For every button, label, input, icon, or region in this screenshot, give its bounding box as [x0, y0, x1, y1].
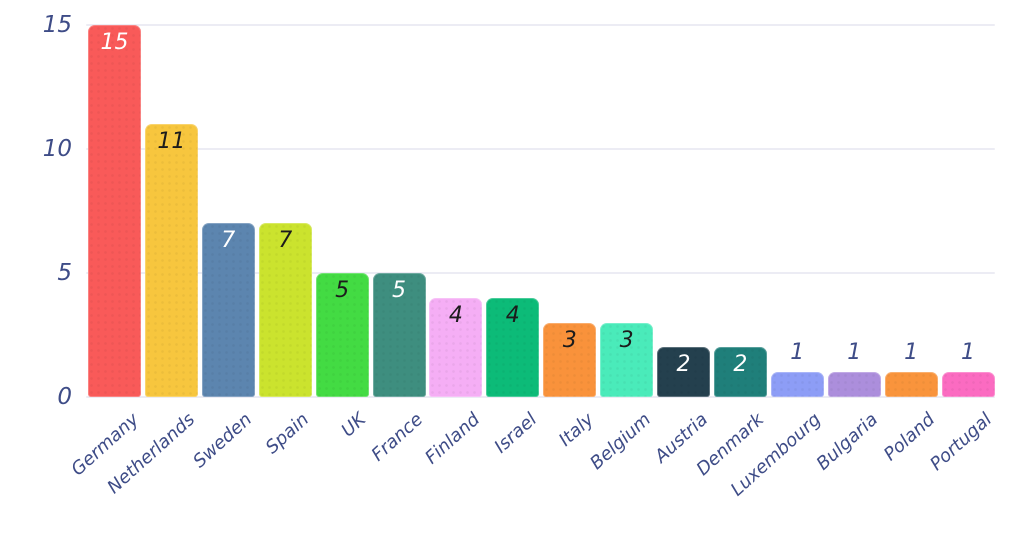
bar-italy — [543, 322, 597, 397]
gridline-0 — [86, 396, 995, 398]
bar-value-label-portugal: 1 — [961, 340, 975, 366]
bar-spain — [258, 223, 312, 397]
bar-value-label-uk: 5 — [335, 278, 350, 303]
bar-value-label-sweden: 7 — [221, 228, 236, 254]
gridline-10 — [86, 148, 995, 150]
bar-value-label-bulgaria: 1 — [847, 340, 862, 366]
y-axis-tick-10: 10 — [42, 136, 72, 162]
bar-value-label-france: 5 — [392, 278, 406, 303]
bar-bulgaria — [827, 372, 881, 397]
y-axis-tick-0: 0 — [57, 384, 72, 410]
bar-portugal — [941, 372, 995, 397]
gridline-5 — [86, 272, 995, 274]
y-axis-tick-15: 15 — [42, 12, 72, 38]
bar-germany — [88, 25, 141, 397]
bar-luxembourg — [770, 372, 824, 397]
bar-netherlands — [144, 124, 198, 397]
bar-belgium — [600, 322, 654, 397]
bar-uk — [315, 273, 369, 397]
bar-sweden — [201, 223, 255, 397]
bar-value-label-denmark: 2 — [733, 352, 748, 378]
bar-austria — [657, 347, 710, 397]
bar-value-label-austria: 2 — [676, 352, 691, 378]
bar-value-label-israel: 4 — [505, 302, 520, 328]
bar-value-label-netherlands: 11 — [157, 129, 186, 155]
bar-france — [372, 273, 426, 397]
bar-finland — [429, 297, 483, 397]
bar-value-label-spain: 7 — [278, 228, 293, 254]
bar-value-label-germany: 15 — [100, 30, 129, 55]
gridline-15 — [86, 24, 995, 26]
bar-value-label-luxembourg: 1 — [790, 340, 805, 366]
bar-value-label-belgium: 3 — [619, 327, 634, 353]
bar-poland — [884, 372, 938, 397]
bar-value-label-poland: 1 — [904, 340, 919, 366]
bar-value-label-finland: 4 — [448, 302, 463, 328]
bar-value-label-italy: 3 — [562, 327, 577, 353]
y-axis-tick-5: 5 — [57, 260, 72, 286]
bar-israel — [486, 297, 540, 397]
bar-denmark — [713, 347, 767, 397]
